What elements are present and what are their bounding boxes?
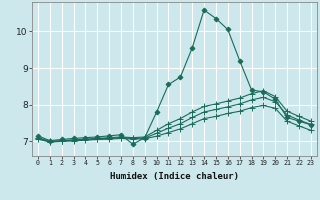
X-axis label: Humidex (Indice chaleur): Humidex (Indice chaleur) [110,172,239,181]
